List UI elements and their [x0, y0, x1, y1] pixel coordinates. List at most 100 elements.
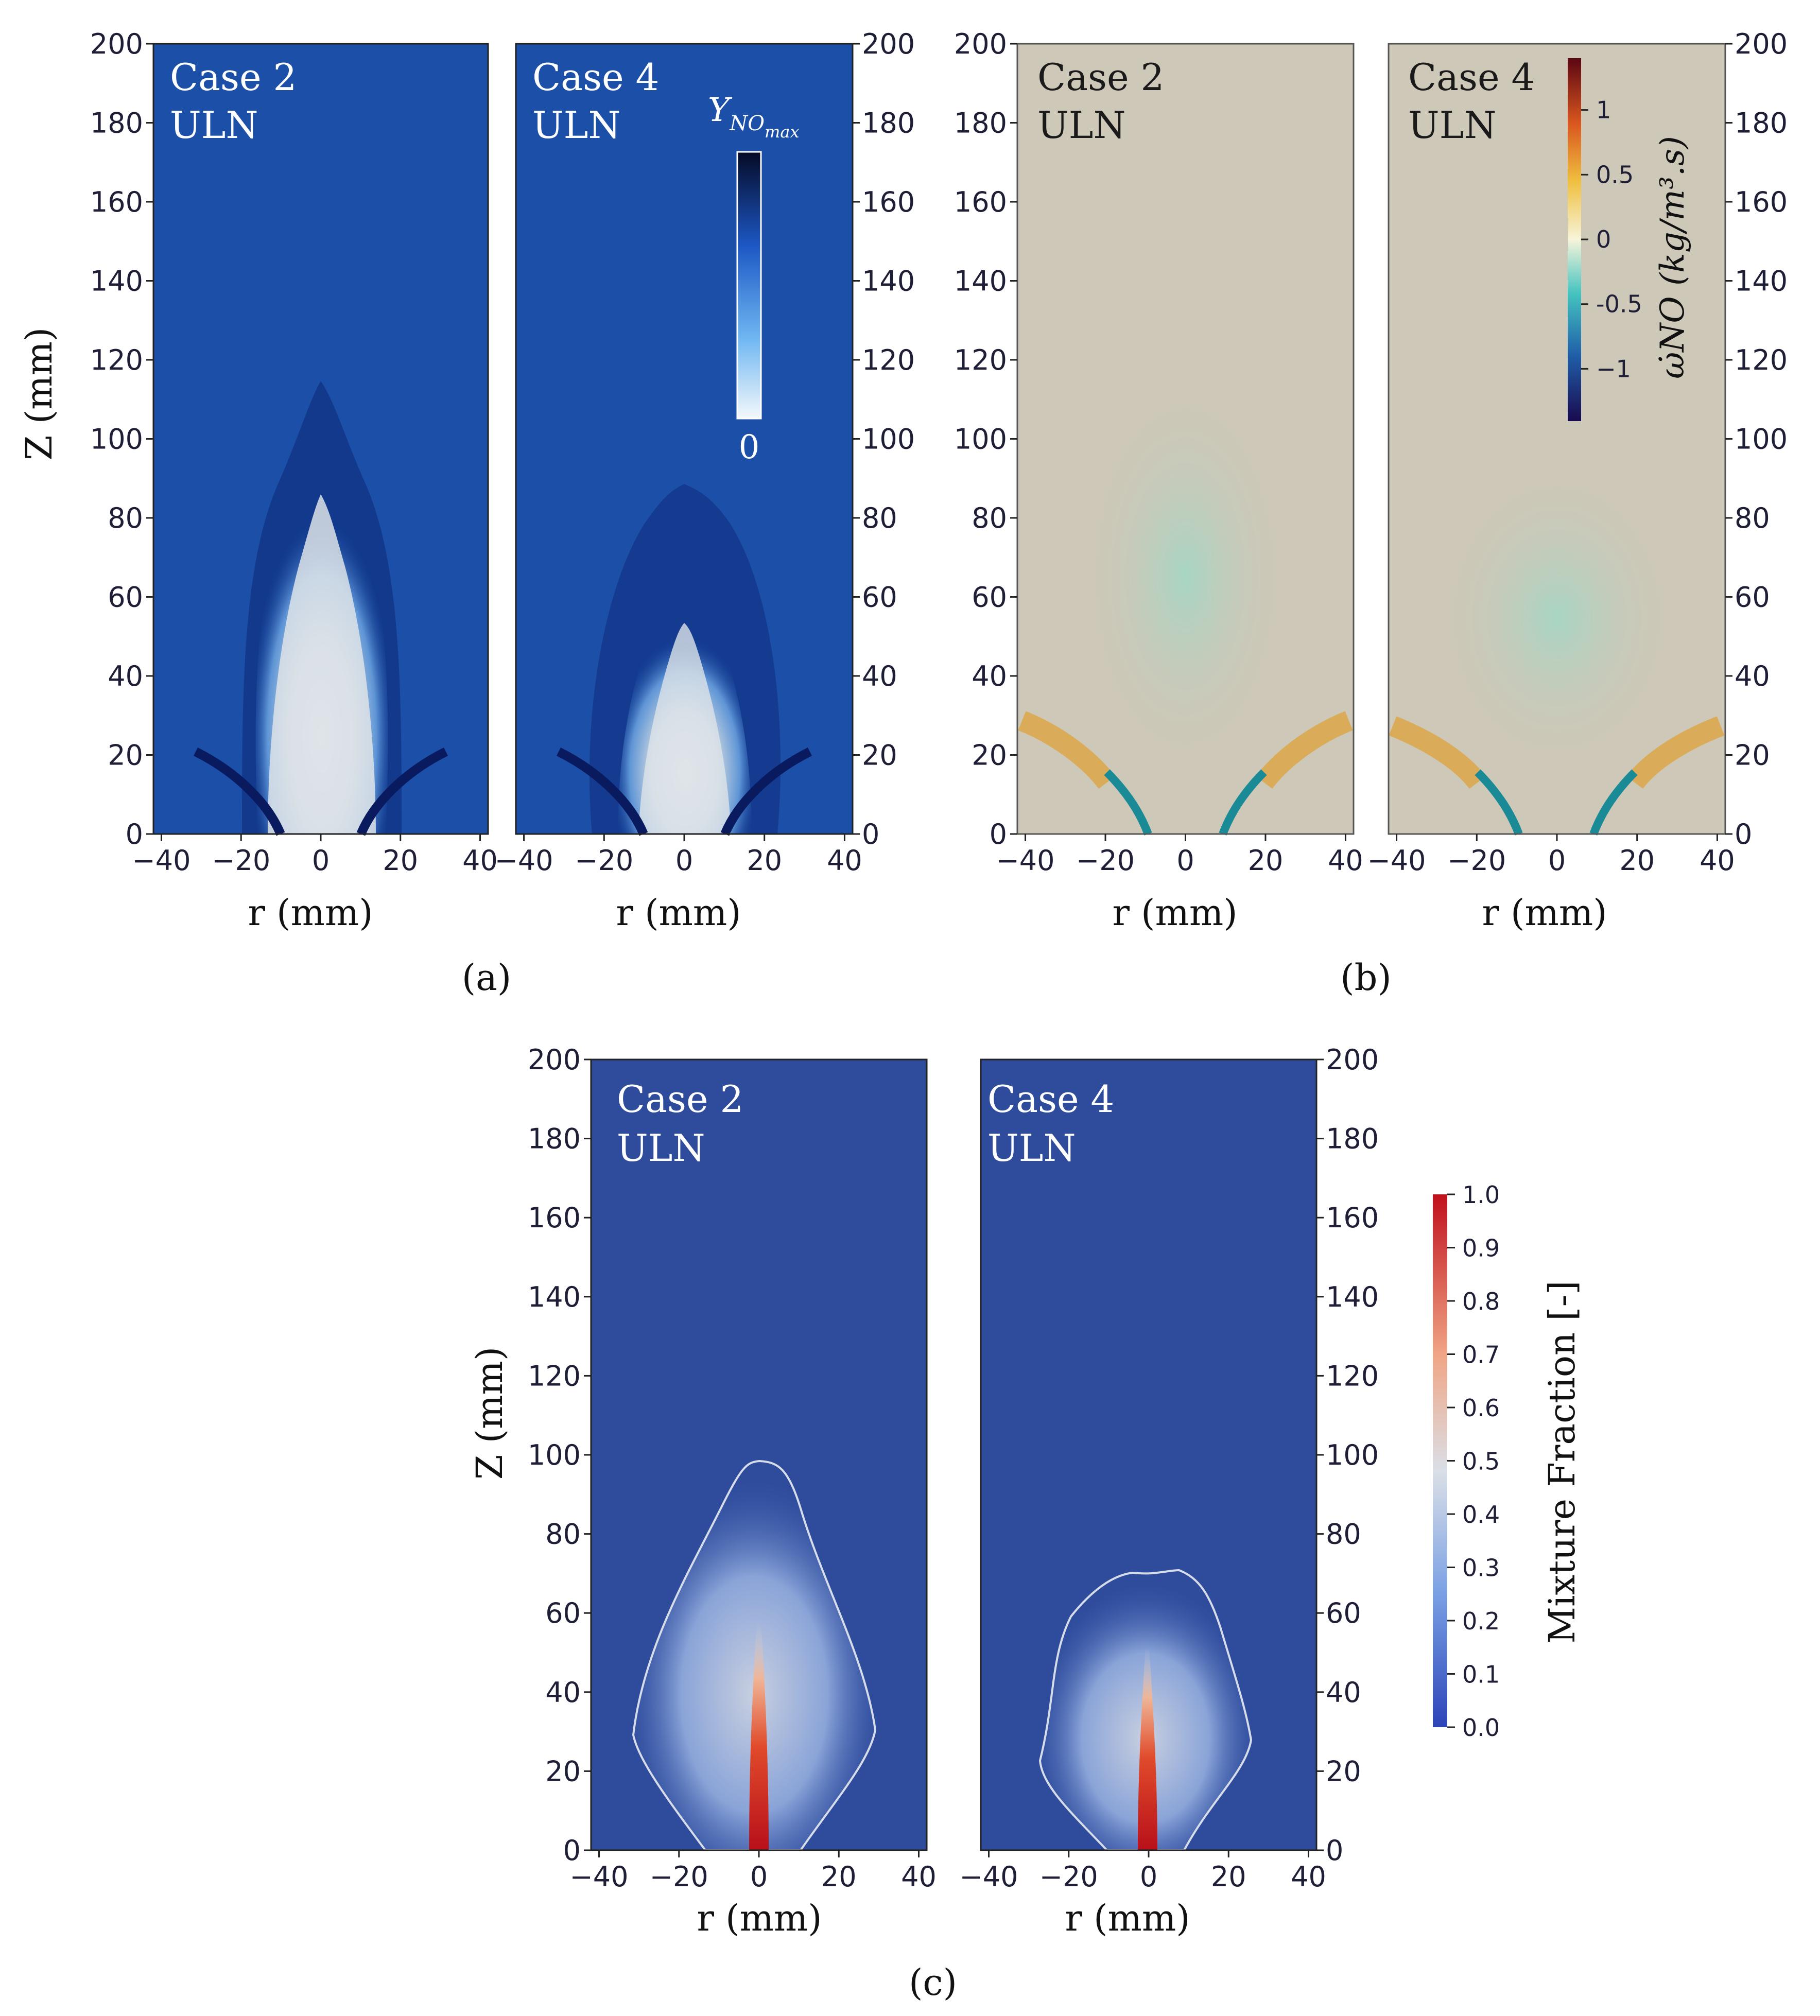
plot-b-case4: Case 4 ULN 1 0.5 0 -0.5 −1 ω̇NO (kg/m³.s): [1388, 43, 1726, 836]
y-tick-label: 120: [1735, 344, 1788, 376]
y-tick-label: 180: [954, 107, 1007, 140]
colorbar-tick-label: 0.5: [1462, 1448, 1500, 1475]
y-tick-label: 60: [545, 1597, 581, 1629]
y-tick-label: 40: [545, 1676, 581, 1709]
y-tick-label: 100: [90, 423, 143, 456]
case-sub-label: ULN: [532, 103, 621, 147]
y-tick-label: 120: [90, 344, 143, 376]
colorbar-tick-label: 0.8: [1462, 1288, 1500, 1315]
y-tick-label: 180: [528, 1123, 581, 1155]
y-tick-label: 20: [108, 739, 143, 772]
x-tick-label: −20: [212, 844, 270, 877]
x-tick-label: 40: [1291, 1861, 1326, 1893]
x-tick-label: −40: [570, 1861, 629, 1893]
reaction-zone: [1087, 391, 1283, 762]
x-tick-label: −40: [132, 844, 190, 877]
y-tick-label: 0: [1326, 1834, 1343, 1867]
x-tick-label: 40: [901, 1861, 937, 1893]
y-tick-label: 200: [1326, 1044, 1379, 1076]
y-tick-label: 0: [563, 1834, 581, 1867]
y-tick-label: 160: [90, 186, 143, 218]
y-tick-label: 0: [862, 818, 879, 850]
case-sub-label: ULN: [170, 103, 258, 147]
y-tick-label: 140: [1326, 1281, 1379, 1313]
colorbar-gradient: [736, 151, 762, 420]
x-tick-label: 40: [462, 844, 498, 877]
case-label: Case 4: [532, 56, 659, 99]
y-tick-label: 40: [108, 660, 143, 692]
colorbar-min-label: 0: [739, 428, 760, 466]
colorbar-tick-label: 0.9: [1462, 1235, 1500, 1262]
fuel-jet: [1138, 1647, 1157, 1850]
x-tick-label: 20: [821, 1861, 857, 1893]
y-tick-label: 20: [545, 1755, 581, 1787]
x-tick-label: −40: [960, 1861, 1018, 1893]
x-tick-label: −40: [495, 844, 553, 877]
y-tick-label: 20: [1326, 1755, 1361, 1787]
shear-layer-right: [720, 747, 812, 836]
positive-rate-right: [1256, 711, 1353, 789]
x-tick-label: 0: [312, 844, 330, 877]
case-label: Case 4: [987, 1077, 1114, 1121]
y-tick-label: 200: [90, 28, 143, 60]
negative-rate-left: [1104, 769, 1152, 836]
y-tick-label: 100: [862, 423, 915, 456]
y-tick-label: 100: [528, 1439, 581, 1471]
plot-a-case2: Case 2 ULN: [152, 43, 489, 836]
no-core: [638, 623, 731, 834]
colorbar-gradient: [1433, 1194, 1447, 1727]
y-tick-label: 40: [1326, 1676, 1361, 1709]
y-axis-label-c: Z (mm): [469, 1347, 511, 1480]
x-axis-label-a-right: r (mm): [616, 892, 741, 934]
y-tick-label: 180: [90, 107, 143, 140]
y-tick-label: 120: [528, 1360, 581, 1392]
colorbar-tick-label: 0.7: [1462, 1341, 1500, 1369]
y-tick-label: 60: [1735, 581, 1770, 614]
colorbar-tick-label: 0.0: [1462, 1714, 1500, 1742]
y-tick-label: 140: [954, 265, 1007, 298]
x-tick-label: 0: [1548, 844, 1566, 877]
colorbar-tick-label: -0.5: [1596, 290, 1642, 318]
y-tick-label: 140: [528, 1281, 581, 1313]
y-tick-label: 40: [1735, 660, 1770, 692]
x-tick-label: 0: [1140, 1861, 1157, 1893]
y-tick-label: 180: [1735, 107, 1788, 140]
case-sub-label: ULN: [1408, 103, 1497, 147]
colorbar-tick-label: −1: [1596, 355, 1631, 383]
x-tick-label: −40: [996, 844, 1055, 877]
x-tick-label: 20: [1211, 1861, 1246, 1893]
y-tick-label: 40: [862, 660, 897, 692]
colorbar-tick-label: 0.2: [1462, 1607, 1500, 1635]
y-tick-label: 120: [1326, 1360, 1379, 1392]
colorbar-tick-label: 0.4: [1462, 1501, 1500, 1528]
colorbar-title: YNOmax: [708, 91, 800, 142]
y-tick-label: 200: [1735, 28, 1788, 60]
plot-a-case4: Case 4 ULN YNOmax 0: [515, 43, 854, 836]
y-tick-label: 160: [528, 1202, 581, 1234]
panel-label-c: (c): [909, 1961, 957, 2004]
stoichiometric-contour: [632, 1459, 877, 1851]
x-tick-label: −20: [650, 1861, 708, 1893]
shear-layer-left: [556, 747, 648, 836]
y-tick-label: 120: [862, 344, 915, 376]
x-tick-label: −20: [1076, 844, 1135, 877]
colorbar-tick-label: 0.1: [1462, 1661, 1500, 1689]
y-tick-label: 100: [954, 423, 1007, 456]
y-tick-label: 140: [90, 265, 143, 298]
y-tick-label: 80: [545, 1518, 581, 1551]
colorbar-tick-label: 0: [1596, 225, 1611, 253]
colorbar-b: 1 0.5 0 -0.5 −1 ω̇NO (kg/m³.s): [1568, 58, 1692, 421]
panel-label-b: (b): [1340, 957, 1391, 999]
y-tick-label: 100: [1735, 423, 1788, 456]
no-core: [268, 494, 376, 834]
case-label: Case 2: [170, 56, 297, 99]
x-tick-label: −20: [1039, 1861, 1098, 1893]
negative-rate-left: [1475, 769, 1523, 836]
case-sub-label: ULN: [1037, 103, 1126, 147]
reaction-zone: [1444, 474, 1670, 762]
x-tick-label: 0: [750, 1861, 768, 1893]
y-tick-label: 0: [1735, 818, 1752, 850]
y-tick-label: 160: [1735, 186, 1788, 218]
x-tick-label: −20: [1447, 844, 1506, 877]
y-tick-label: 20: [862, 739, 897, 772]
